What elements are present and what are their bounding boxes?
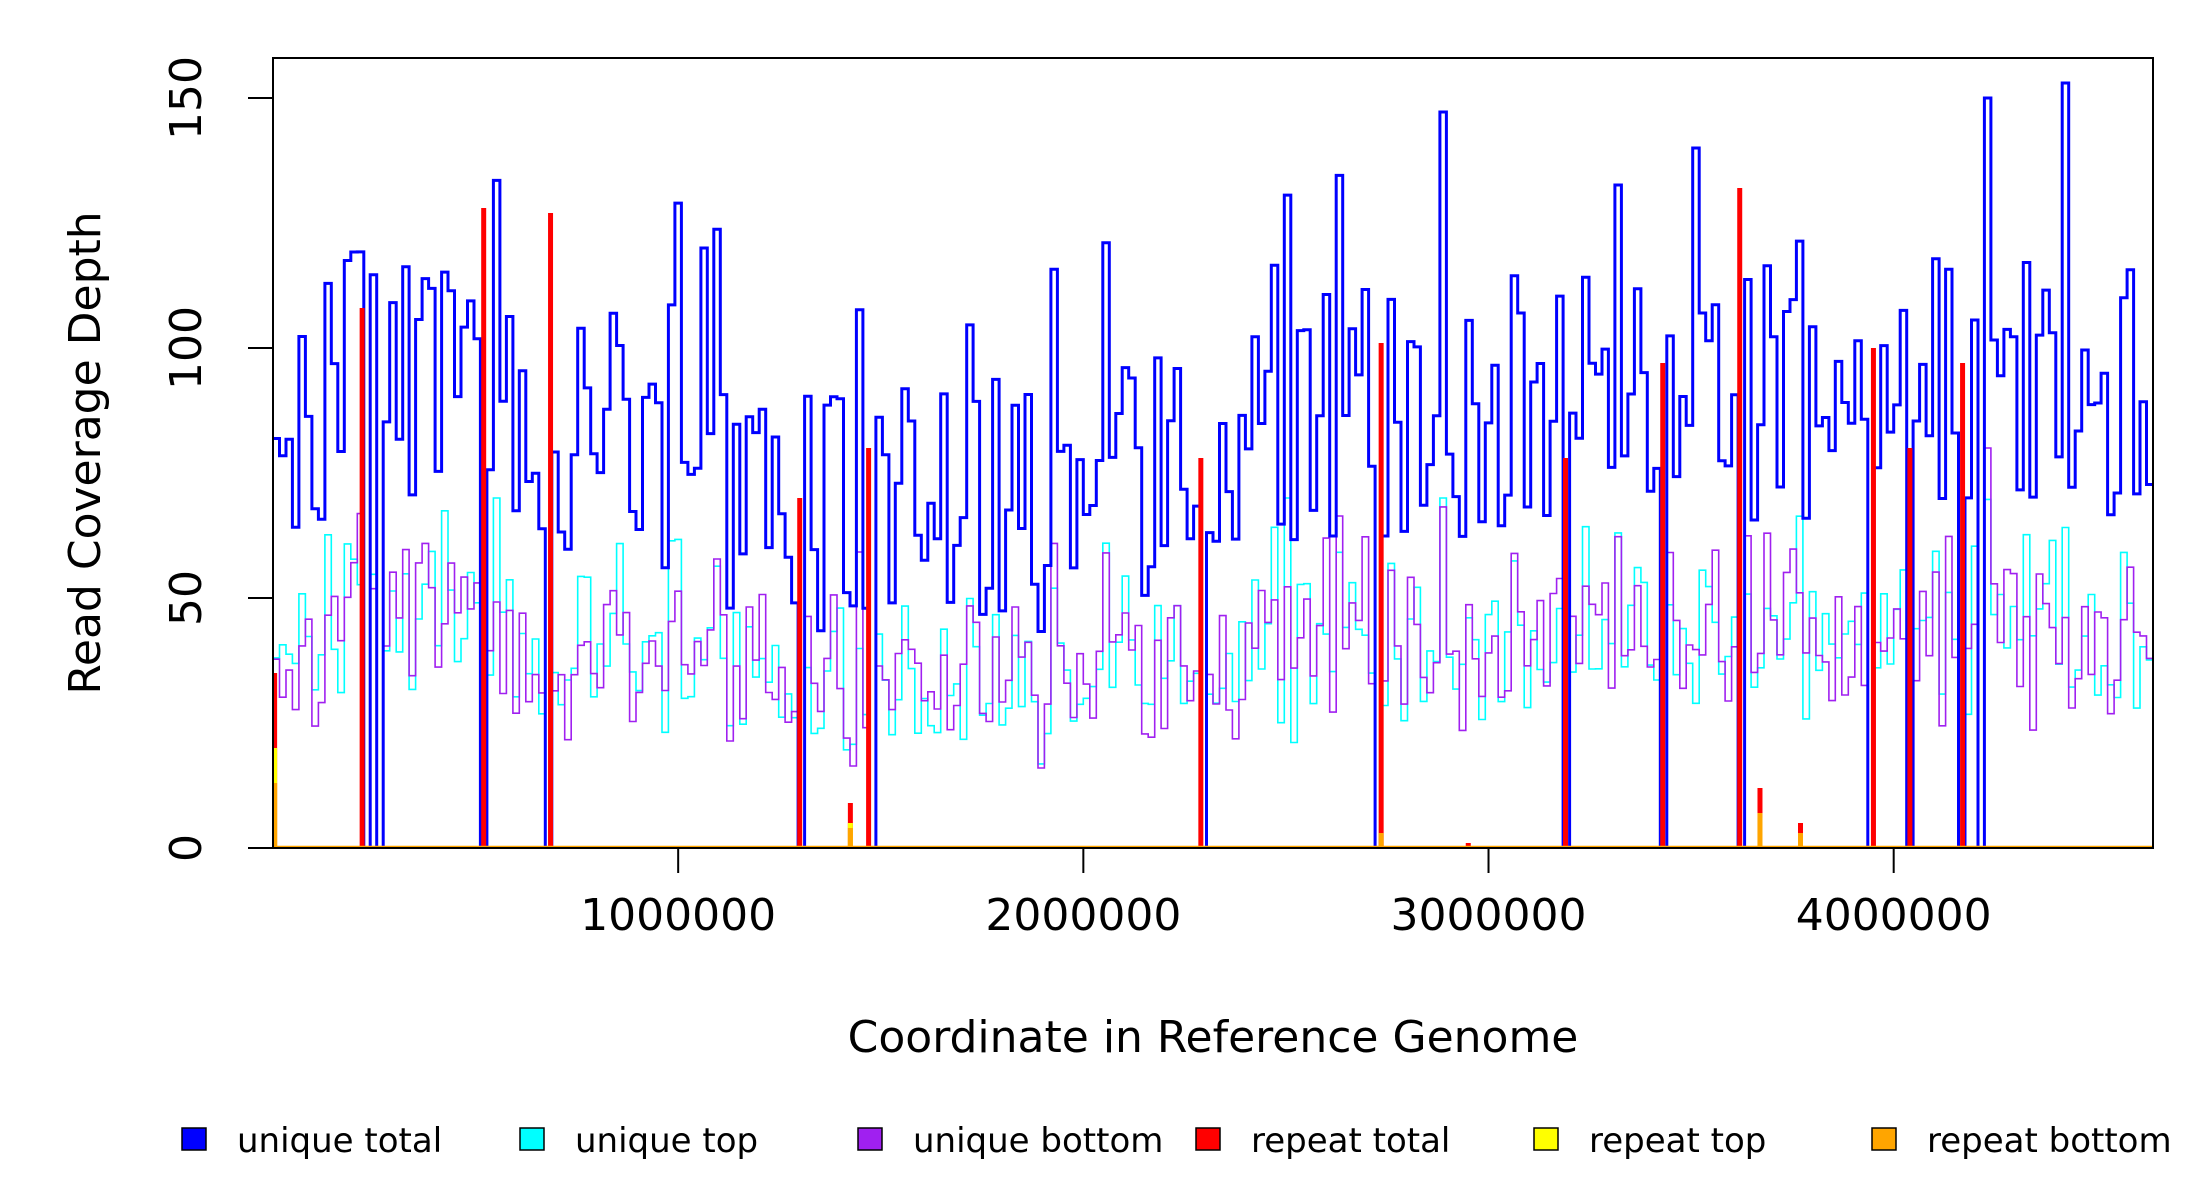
series-unique-total [273, 81, 2153, 848]
unique-bottom-line [273, 447, 2153, 848]
y-axis: 0 50 100 150 [161, 56, 274, 862]
legend-label: unique bottom [913, 1121, 1163, 1161]
legend-swatch [857, 1127, 883, 1151]
legend-swatch [181, 1127, 207, 1151]
legend-label: unique top [575, 1121, 758, 1161]
y-tick-label: 0 [161, 834, 212, 862]
x-tick-label: 2000000 [985, 890, 1181, 941]
legend-item-repeat-total: repeat total [1195, 1121, 1450, 1161]
legend-item-unique-top: unique top [519, 1121, 758, 1161]
x-axis-label: Coordinate in Reference Genome [848, 1012, 1579, 1063]
legend-label: repeat bottom [1927, 1121, 2172, 1161]
series-repeat-bottom [273, 783, 1803, 848]
series-layer [273, 81, 2153, 848]
y-tick-label: 150 [161, 56, 212, 140]
legend-swatch [519, 1127, 545, 1151]
unique-total-line [273, 81, 2153, 848]
x-tick-label: 3000000 [1391, 890, 1587, 941]
legend-swatch [1533, 1127, 1559, 1151]
legend-item-unique-bottom: unique bottom [857, 1121, 1163, 1161]
legend: unique total unique top unique bottom repea… [181, 1121, 2172, 1161]
y-tick-label: 50 [161, 570, 212, 626]
legend-item-unique-total: unique total [181, 1121, 442, 1161]
legend-item-repeat-bottom: repeat bottom [1871, 1121, 2172, 1161]
legend-label: repeat top [1589, 1121, 1766, 1161]
legend-item-repeat-top: repeat top [1533, 1121, 1766, 1161]
x-tick-label: 1000000 [580, 890, 776, 941]
y-tick-label: 100 [161, 306, 212, 390]
legend-swatch [1871, 1127, 1897, 1151]
legend-label: unique total [237, 1121, 442, 1161]
series-unique-bottom [273, 447, 2153, 848]
legend-label: repeat total [1251, 1121, 1450, 1161]
series-repeat-total [273, 188, 1966, 848]
y-axis-label: Read Coverage Depth [60, 211, 111, 694]
legend-swatch [1195, 1127, 1221, 1151]
x-axis: 1000000 2000000 3000000 4000000 [580, 848, 1992, 941]
x-tick-label: 4000000 [1796, 890, 1992, 941]
